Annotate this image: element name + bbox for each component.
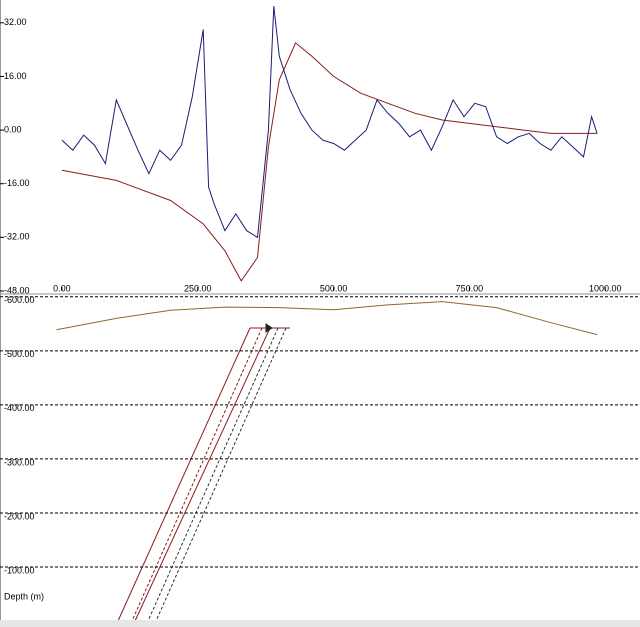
dike-edge (117, 327, 251, 622)
y-tick-label: -48.00 (4, 285, 30, 295)
y-tick-label: -300.00 (4, 457, 35, 467)
dike-edge-dashed (155, 327, 287, 622)
y-tick-label: -200.00 (4, 511, 35, 521)
y-tick-label: -400.00 (4, 403, 35, 413)
dike-edge (134, 327, 271, 622)
x-tick-label: 250.00 (184, 283, 212, 293)
data-line (56, 301, 598, 336)
x-tick-label: 1000.00 (589, 283, 622, 293)
y-tick-label: -100.00 (4, 565, 35, 575)
x-tick-label: 500.00 (320, 283, 348, 293)
y-tick-label: -500.00 (4, 349, 35, 359)
x-tick-label: 0.00 (53, 283, 71, 293)
y-tick-label: -32.00 (4, 232, 30, 242)
y-tick-label: -600.00 (4, 295, 35, 305)
dike-body (117, 323, 290, 622)
data-line (61, 5, 598, 239)
data-line (61, 42, 598, 282)
y-tick-label: 32.00 (4, 17, 27, 27)
y-tick-label: 0.00 (4, 124, 22, 134)
y-tick-label: 16.00 (4, 71, 27, 81)
dike-handle (265, 323, 273, 333)
y-tick-label: -16.00 (4, 178, 30, 188)
y-axis-label: Depth (m) (4, 591, 44, 601)
scrollbar (0, 620, 640, 627)
x-tick-label: 750.00 (456, 283, 484, 293)
dike-edge-dashed (147, 327, 279, 622)
dike-edge-dashed (131, 327, 263, 622)
